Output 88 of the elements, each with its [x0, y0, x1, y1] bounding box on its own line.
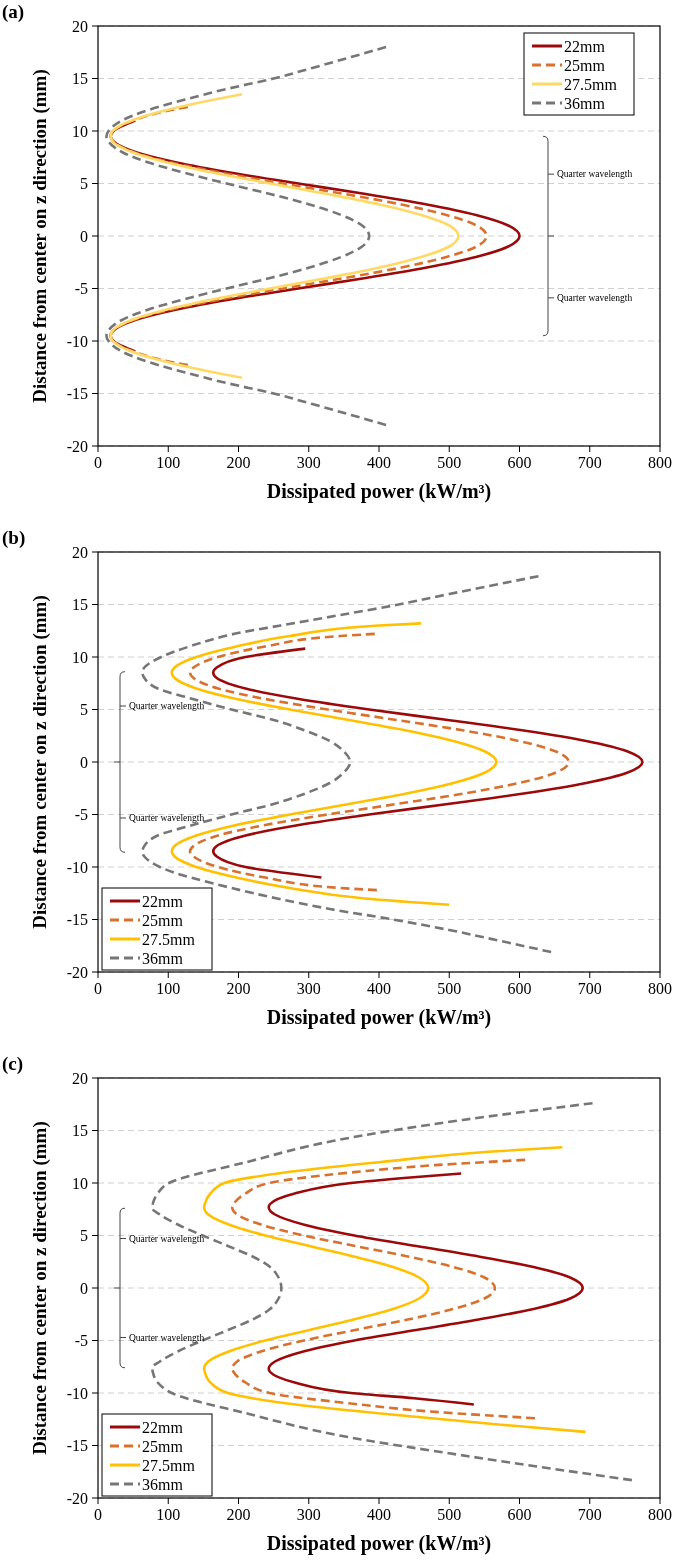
x-tick-label: 500 [437, 454, 462, 471]
y-tick-label: 5 [80, 1227, 88, 1245]
x-tick-label: 300 [296, 980, 321, 997]
x-tick-label: 700 [577, 454, 602, 471]
x-tick-label: 200 [226, 980, 251, 997]
y-tick-label: 10 [72, 1174, 88, 1192]
y-tick-label: -15 [66, 911, 88, 929]
x-tick-label: 0 [94, 980, 102, 997]
legend-label: 25mm [142, 911, 184, 929]
line-series [230, 1158, 537, 1420]
y-tick-label: 15 [72, 70, 88, 88]
y-tick-label: 5 [80, 175, 88, 193]
chart-title: (a) [2, 1, 25, 23]
x-axis-title: Dissipated power (kW/m³) [266, 1532, 492, 1555]
annotation: Quarter wavelength [557, 293, 633, 304]
y-tick-label: -20 [66, 437, 88, 455]
legend-label: 36mm [564, 94, 606, 112]
x-tick-label: 200 [226, 454, 251, 471]
y-tick-label: 20 [72, 17, 88, 35]
x-tick-label: 400 [367, 1506, 391, 1523]
y-tick-label: 15 [72, 1122, 88, 1140]
y-tick-label: 10 [72, 122, 88, 140]
y-tick-label: 0 [80, 1279, 88, 1297]
line-series [202, 1146, 587, 1434]
x-tick-label: 0 [94, 1506, 102, 1523]
x-tick-label: 0 [94, 454, 102, 471]
legend-label: 36mm [142, 949, 184, 967]
annotation: Quarter wavelength [557, 169, 633, 180]
x-tick-label: 600 [507, 1506, 532, 1523]
legend-label: 25mm [142, 1437, 184, 1455]
x-tick-label: 600 [507, 454, 532, 471]
legend-label: 22mm [142, 892, 184, 910]
annotation: Quarter wavelength [129, 701, 205, 712]
annotation: Quarter wavelength [129, 1332, 205, 1343]
legend-label: 22mm [564, 37, 606, 55]
x-tick-label: 500 [437, 980, 462, 997]
annotation: Quarter wavelength [129, 1233, 205, 1244]
legend-label: 27.5mm [564, 75, 618, 93]
x-tick-label: 700 [577, 1506, 602, 1523]
y-tick-label: -10 [66, 858, 88, 876]
y-tick-label: -15 [66, 385, 88, 403]
y-tick-label: 20 [72, 543, 88, 561]
x-tick-label: 500 [437, 1506, 462, 1523]
x-tick-label: 800 [648, 1506, 672, 1523]
y-tick-label: 10 [72, 648, 88, 666]
x-tick-label: 800 [648, 980, 672, 997]
line-series [105, 45, 388, 427]
legend-label: 27.5mm [142, 930, 196, 948]
x-tick-label: 400 [367, 454, 391, 471]
line-series [267, 1172, 585, 1406]
x-tick-label: 300 [296, 1506, 321, 1523]
y-axis-title: Distance from center on z direction (mm) [29, 69, 51, 403]
legend-label: 27.5mm [142, 1456, 196, 1474]
y-axis-title: Distance from center on z direction (mm) [29, 595, 51, 929]
x-tick-label: 800 [648, 454, 672, 471]
y-tick-label: 20 [72, 1069, 88, 1087]
x-axis-title: Dissipated power (kW/m³) [266, 480, 492, 503]
y-tick-label: -20 [66, 963, 88, 981]
x-tick-label: 100 [156, 454, 181, 471]
y-tick-label: 5 [80, 701, 88, 719]
x-tick-label: 600 [507, 980, 532, 997]
y-axis-title: Distance from center on z direction (mm) [29, 1121, 51, 1455]
y-tick-label: -5 [74, 280, 88, 298]
line-series [109, 92, 460, 380]
legend-label: 25mm [564, 56, 606, 74]
x-tick-label: 400 [367, 980, 391, 997]
x-tick-label: 700 [577, 980, 602, 997]
y-tick-label: -5 [74, 806, 88, 824]
x-axis-title: Dissipated power (kW/m³) [266, 1006, 492, 1029]
x-tick-label: 200 [226, 1506, 251, 1523]
y-tick-label: 15 [72, 596, 88, 614]
y-tick-label: -15 [66, 1437, 88, 1455]
line-series [211, 647, 644, 879]
chart-title: (c) [2, 1053, 24, 1075]
x-tick-label: 100 [156, 1506, 181, 1523]
y-tick-label: -10 [66, 332, 88, 350]
y-tick-label: -5 [74, 1332, 88, 1350]
legend-label: 22mm [142, 1418, 184, 1436]
y-tick-label: -20 [66, 1489, 88, 1507]
annotation: Quarter wavelength [129, 813, 205, 824]
x-tick-label: 300 [296, 454, 321, 471]
y-tick-label: 0 [80, 753, 88, 771]
line-series [109, 105, 488, 367]
y-tick-label: -10 [66, 1384, 88, 1402]
x-tick-label: 100 [156, 980, 181, 997]
legend-label: 36mm [142, 1475, 184, 1493]
chart-title: (b) [2, 527, 26, 549]
y-tick-label: 0 [80, 227, 88, 245]
